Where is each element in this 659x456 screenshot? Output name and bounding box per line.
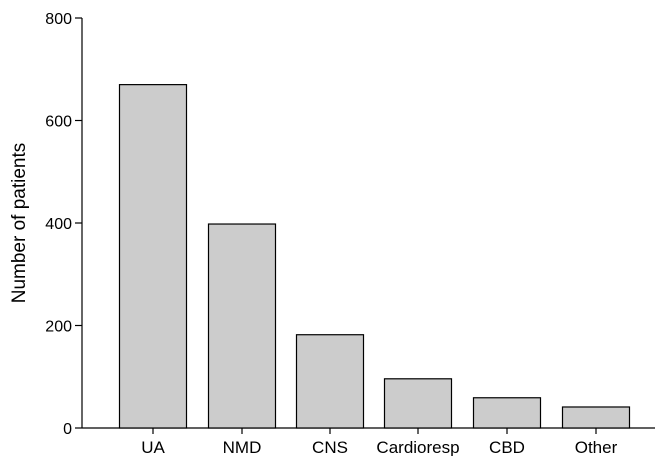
bar-ua [118, 84, 188, 429]
x-tick-label: Cardioresp [376, 438, 459, 456]
bar-cbd [472, 397, 542, 429]
bar-cns [295, 334, 365, 429]
y-tick-label: 200 [45, 319, 72, 336]
y-tick-label: 600 [45, 114, 72, 131]
y-tick-label: 800 [45, 11, 72, 28]
bars-group [118, 84, 631, 429]
y-axis-title: Number of patients [9, 143, 30, 304]
x-axis-labels: UA NMD CNS Cardioresp CBD Other [141, 428, 618, 456]
bar-nmd [207, 223, 277, 429]
x-tick-label: CNS [312, 438, 348, 456]
bar-cardioresp [383, 378, 453, 429]
x-tick-label: Other [575, 438, 618, 456]
y-tick-label: 0 [63, 421, 72, 438]
y-axis-ticks: 0 200 400 600 800 [45, 11, 82, 438]
x-tick-label: NMD [223, 438, 262, 456]
x-tick-label: CBD [489, 438, 525, 456]
x-tick-label: UA [141, 438, 165, 456]
y-tick-label: 400 [45, 216, 72, 233]
bar-other [561, 406, 631, 429]
